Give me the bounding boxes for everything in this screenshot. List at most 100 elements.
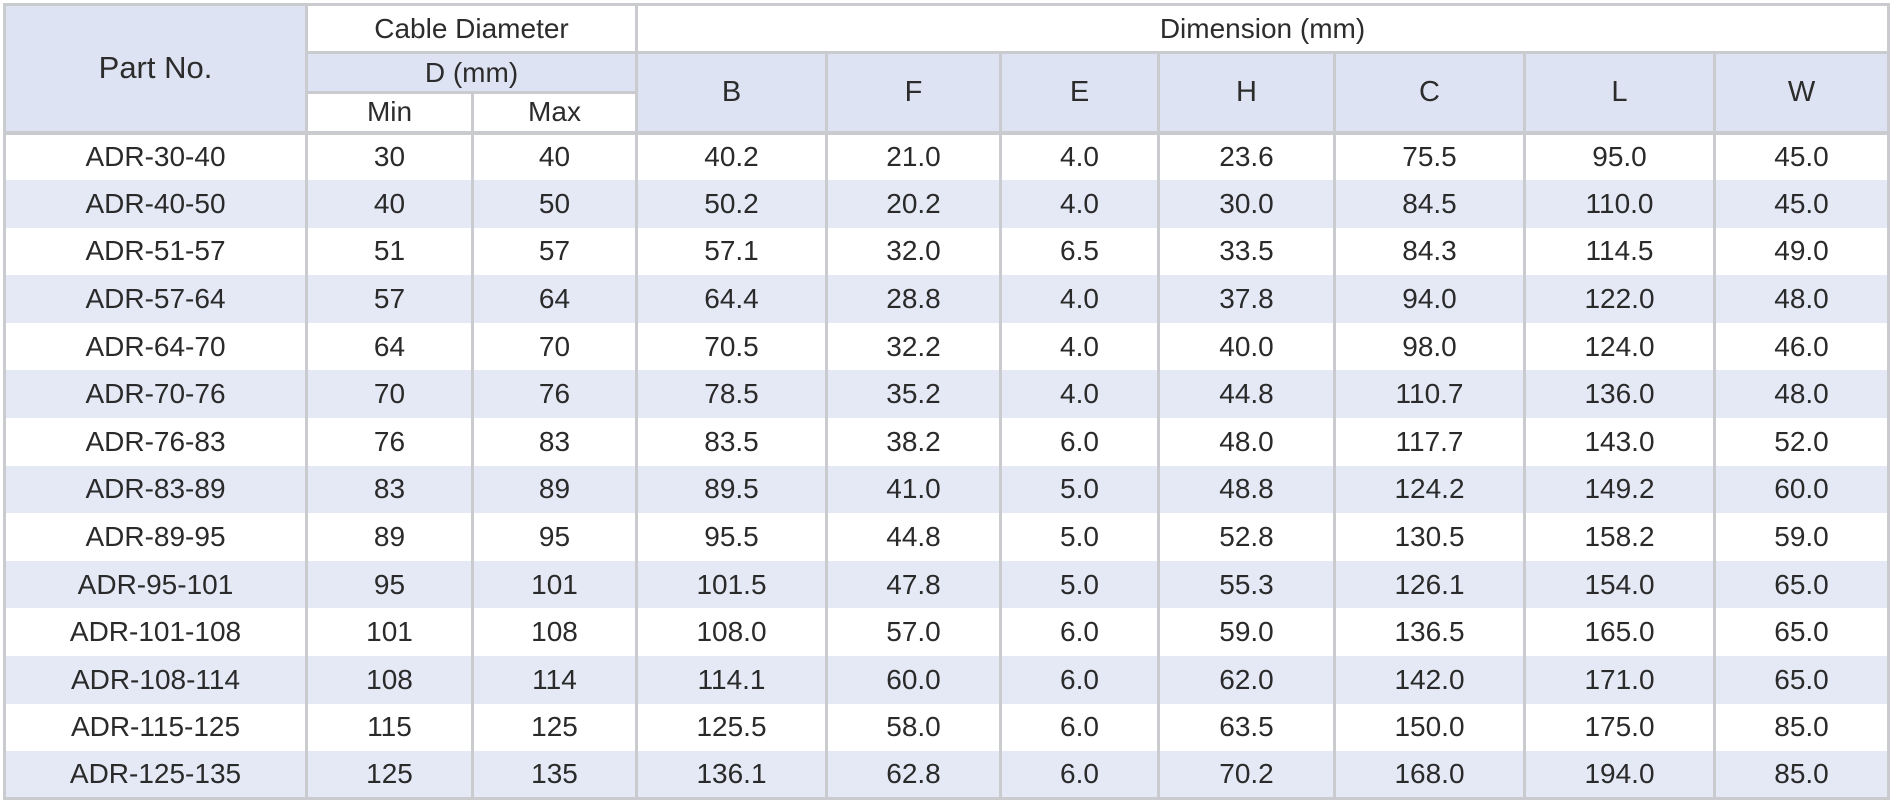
cell-f: 58.0 [825,703,1002,752]
cell-h: 48.0 [1157,418,1336,466]
cell-w: 60.0 [1713,465,1890,514]
cell-h: 59.0 [1157,608,1336,657]
cell-b: 101.5 [635,560,828,609]
header-col-c: C [1333,51,1526,134]
header-max: Max [471,91,638,134]
cell-b: 136.1 [635,751,828,801]
spec-table: Part No. Cable Diameter Dimension (mm) D… [3,3,1890,801]
cell-max: 70 [471,322,638,371]
cell-max: 114 [471,656,638,704]
cell-e: 6.0 [999,608,1160,657]
cell-c: 126.1 [1333,560,1526,609]
cell-e: 4.0 [999,275,1160,323]
header-col-b: B [635,51,828,134]
cell-h: 52.8 [1157,513,1336,561]
cell-min: 108 [305,656,474,704]
cell-e: 4.0 [999,130,1160,181]
cell-w: 49.0 [1713,227,1890,276]
cell-c: 75.5 [1333,130,1526,181]
cell-l: 165.0 [1523,608,1716,657]
cell-max: 57 [471,227,638,276]
cell-part-no: ADR-30-40 [3,130,308,181]
cell-f: 47.8 [825,560,1002,609]
cell-w: 46.0 [1713,322,1890,371]
cell-c: 84.5 [1333,180,1526,228]
cell-max: 76 [471,370,638,419]
cell-b: 83.5 [635,418,828,466]
cell-w: 85.0 [1713,751,1890,801]
table-row: ADR-101-108 101 108 108.0 57.0 6.0 59.0 136.5 16… [3,608,1890,657]
table-row: ADR-125-135 125 135 136.1 62.8 6.0 70.2 168.0 19… [3,751,1890,801]
table-row: ADR-70-76 70 76 78.5 35.2 4.0 44.8 110.7 136.0 48… [3,370,1890,419]
cell-max: 95 [471,513,638,561]
cell-max: 40 [471,130,638,181]
cell-b: 114.1 [635,656,828,704]
cell-part-no: ADR-125-135 [3,751,308,801]
table-row: ADR-89-95 89 95 95.5 44.8 5.0 52.8 130.5 158.2 59… [3,513,1890,561]
cell-b: 125.5 [635,703,828,752]
cell-w: 65.0 [1713,560,1890,609]
cell-l: 110.0 [1523,180,1716,228]
cell-e: 5.0 [999,513,1160,561]
cell-f: 32.2 [825,322,1002,371]
cell-h: 48.8 [1157,465,1336,514]
cell-b: 70.5 [635,322,828,371]
cell-w: 48.0 [1713,275,1890,323]
cell-l: 149.2 [1523,465,1716,514]
cell-f: 32.0 [825,227,1002,276]
cell-l: 175.0 [1523,703,1716,752]
cell-part-no: ADR-83-89 [3,465,308,514]
cell-w: 45.0 [1713,180,1890,228]
cell-e: 5.0 [999,560,1160,609]
cell-c: 168.0 [1333,751,1526,801]
table-row: ADR-83-89 83 89 89.5 41.0 5.0 48.8 124.2 149.2 60… [3,465,1890,514]
cell-max: 135 [471,751,638,801]
cell-b: 40.2 [635,130,828,181]
cell-part-no: ADR-40-50 [3,180,308,228]
cell-min: 125 [305,751,474,801]
cell-l: 122.0 [1523,275,1716,323]
cell-h: 55.3 [1157,560,1336,609]
cell-w: 85.0 [1713,703,1890,752]
cell-part-no: ADR-89-95 [3,513,308,561]
cell-c: 142.0 [1333,656,1526,704]
cell-part-no: ADR-64-70 [3,322,308,371]
cell-w: 45.0 [1713,130,1890,181]
cell-min: 51 [305,227,474,276]
cell-b: 78.5 [635,370,828,419]
cell-b: 64.4 [635,275,828,323]
cell-max: 83 [471,418,638,466]
cell-min: 83 [305,465,474,514]
table-row: ADR-95-101 95 101 101.5 47.8 5.0 55.3 126.1 154.… [3,560,1890,609]
cell-e: 6.0 [999,656,1160,704]
cell-c: 94.0 [1333,275,1526,323]
cell-c: 150.0 [1333,703,1526,752]
cell-f: 62.8 [825,751,1002,801]
cell-part-no: ADR-101-108 [3,608,308,657]
cell-w: 48.0 [1713,370,1890,419]
cell-h: 63.5 [1157,703,1336,752]
table-body: ADR-30-40 30 40 40.2 21.0 4.0 23.6 75.5 95.0 45.0… [3,130,1890,801]
cell-e: 4.0 [999,322,1160,371]
cell-min: 89 [305,513,474,561]
cell-c: 98.0 [1333,322,1526,371]
cell-f: 35.2 [825,370,1002,419]
cell-part-no: ADR-95-101 [3,560,308,609]
cell-part-no: ADR-51-57 [3,227,308,276]
cell-c: 136.5 [1333,608,1526,657]
cell-l: 124.0 [1523,322,1716,371]
cell-f: 21.0 [825,130,1002,181]
table-row: ADR-51-57 51 57 57.1 32.0 6.5 33.5 84.3 114.5 49.… [3,227,1890,276]
cell-e: 6.0 [999,751,1160,801]
cell-l: 143.0 [1523,418,1716,466]
header-col-e: E [999,51,1160,134]
cell-b: 95.5 [635,513,828,561]
cell-e: 4.0 [999,180,1160,228]
cell-max: 89 [471,465,638,514]
cell-b: 108.0 [635,608,828,657]
cell-part-no: ADR-70-76 [3,370,308,419]
cell-min: 57 [305,275,474,323]
cell-w: 52.0 [1713,418,1890,466]
cell-c: 84.3 [1333,227,1526,276]
cell-l: 154.0 [1523,560,1716,609]
